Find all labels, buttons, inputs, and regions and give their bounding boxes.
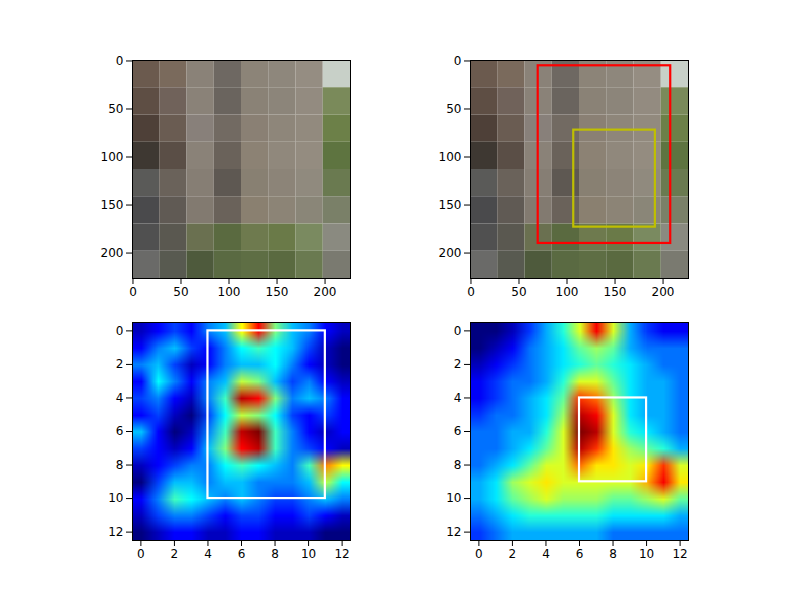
svg-text:10: 10: [108, 491, 123, 505]
svg-text:8: 8: [116, 458, 124, 472]
svg-text:0: 0: [467, 285, 475, 299]
svg-text:2: 2: [171, 547, 179, 561]
svg-text:200: 200: [652, 285, 675, 299]
svg-text:6: 6: [454, 424, 462, 438]
svg-text:12: 12: [334, 547, 349, 561]
svg-text:0: 0: [137, 547, 145, 561]
svg-text:200: 200: [439, 246, 462, 260]
svg-text:150: 150: [439, 198, 462, 212]
svg-text:2: 2: [454, 357, 462, 371]
svg-text:150: 150: [101, 198, 124, 212]
svg-text:4: 4: [116, 391, 124, 405]
svg-text:200: 200: [101, 246, 124, 260]
svg-text:50: 50: [108, 102, 123, 116]
svg-text:50: 50: [446, 102, 461, 116]
svg-text:8: 8: [609, 547, 617, 561]
svg-text:0: 0: [116, 54, 124, 68]
svg-text:100: 100: [101, 150, 124, 164]
svg-text:2: 2: [509, 547, 517, 561]
svg-text:6: 6: [238, 547, 246, 561]
svg-text:12: 12: [108, 525, 123, 539]
svg-text:12: 12: [672, 547, 687, 561]
svg-text:6: 6: [116, 424, 124, 438]
svg-text:10: 10: [639, 547, 654, 561]
svg-text:12: 12: [446, 525, 461, 539]
svg-text:6: 6: [576, 547, 584, 561]
svg-text:0: 0: [129, 285, 137, 299]
svg-text:8: 8: [271, 547, 279, 561]
svg-text:200: 200: [314, 285, 337, 299]
svg-text:150: 150: [266, 285, 289, 299]
svg-text:100: 100: [556, 285, 579, 299]
svg-text:8: 8: [454, 458, 462, 472]
svg-text:0: 0: [475, 547, 483, 561]
svg-text:0: 0: [454, 324, 462, 338]
svg-text:10: 10: [446, 491, 461, 505]
svg-text:4: 4: [454, 391, 462, 405]
svg-text:150: 150: [604, 285, 627, 299]
svg-text:50: 50: [173, 285, 188, 299]
svg-text:10: 10: [301, 547, 316, 561]
svg-text:4: 4: [204, 547, 212, 561]
svg-text:2: 2: [116, 357, 124, 371]
svg-text:100: 100: [439, 150, 462, 164]
svg-text:4: 4: [542, 547, 550, 561]
svg-text:50: 50: [511, 285, 526, 299]
svg-text:100: 100: [218, 285, 241, 299]
svg-text:0: 0: [454, 54, 462, 68]
svg-text:0: 0: [116, 324, 124, 338]
